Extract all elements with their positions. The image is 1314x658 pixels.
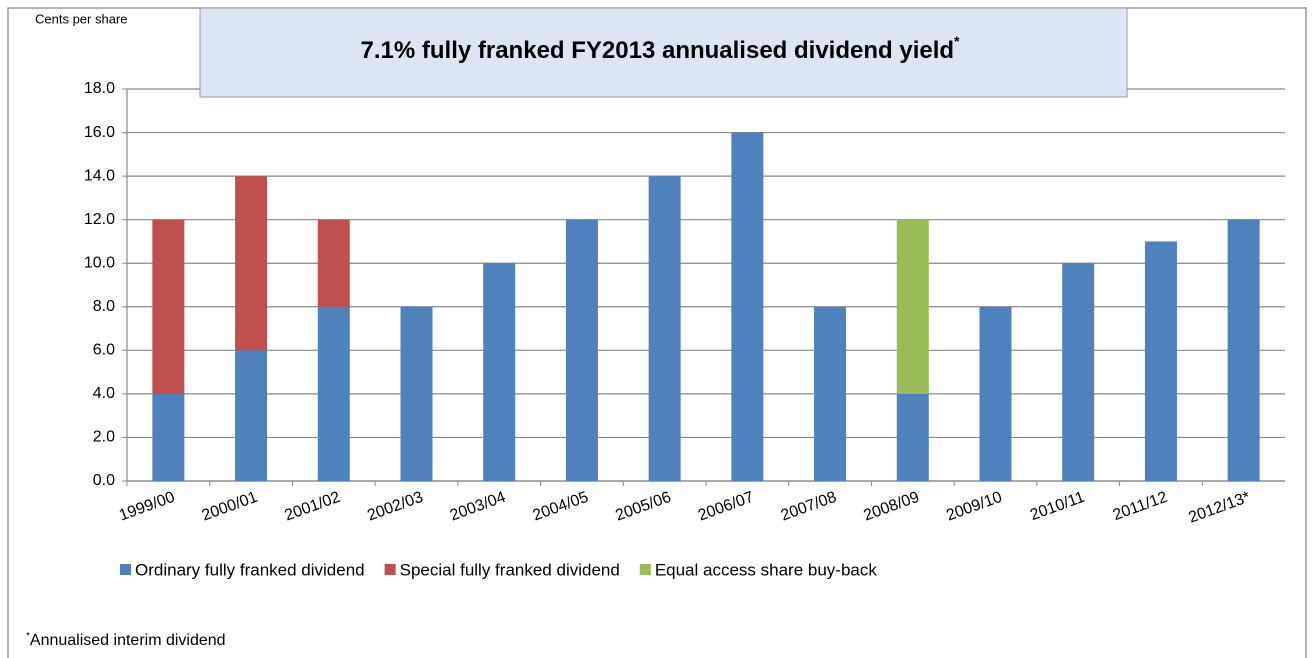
legend-label: Special fully franked dividend (400, 560, 620, 579)
y-axis-label: Cents per share (35, 11, 128, 26)
bar-segment (152, 393, 185, 481)
legend-swatch (120, 564, 131, 575)
bar-segment (235, 176, 268, 351)
y-tick-label: 4.0 (93, 385, 115, 402)
bar-segment (979, 306, 1012, 481)
x-tick-label: 2012/13* (1186, 489, 1252, 527)
legend-label: Equal access share buy-back (655, 560, 878, 579)
bar-segment (648, 176, 681, 481)
x-tick-label: 2007/08 (779, 489, 839, 525)
legend-swatch (639, 564, 651, 575)
bar-segment (565, 219, 598, 481)
x-tick-label: 2008/09 (861, 489, 921, 525)
x-tick-label: 2001/02 (282, 489, 342, 525)
bar-segment (317, 219, 350, 307)
y-tick-label: 14.0 (84, 167, 115, 184)
y-tick-label: 0.0 (93, 472, 115, 489)
bar-segment (1227, 219, 1260, 481)
x-tick-label: 2000/01 (200, 489, 260, 525)
y-tick-label: 10.0 (84, 254, 115, 271)
bar-segment (731, 132, 764, 482)
y-tick-label: 18.0 (84, 80, 115, 97)
footnote: *Annualised interim dividend (26, 631, 226, 650)
bar-segment (152, 219, 185, 394)
y-tick-label: 6.0 (93, 342, 115, 359)
x-tick-label: 2010/11 (1028, 489, 1087, 524)
x-tick-label: 1999/00 (117, 489, 177, 525)
bar-segment (896, 219, 929, 394)
x-tick-label: 2006/07 (696, 489, 756, 525)
bar-segment (1062, 263, 1095, 481)
bar-segment (1144, 241, 1177, 481)
bar-segment (483, 263, 516, 481)
y-tick-label: 16.0 (84, 124, 115, 141)
x-tick-label: 2004/05 (531, 489, 591, 525)
bar-segment (235, 350, 268, 481)
footnote-text: Annualised interim dividend (30, 632, 226, 649)
x-tick-label: 2011/12 (1111, 489, 1170, 524)
y-tick-label: 8.0 (93, 298, 115, 315)
footnote-marker: * (26, 631, 30, 642)
bar-segment (896, 393, 929, 481)
y-tick-label: 12.0 (84, 211, 115, 228)
chart-title: 7.1% fully franked FY2013 annualised div… (361, 33, 961, 65)
legend-label: Ordinary fully franked dividend (135, 560, 365, 579)
y-tick-label: 2.0 (93, 429, 115, 446)
title-marker: * (954, 33, 960, 49)
title-box (199, 7, 1128, 98)
x-tick-label: 2003/04 (448, 489, 508, 525)
bar-segment (400, 306, 433, 481)
x-tick-label: 2002/03 (365, 489, 425, 525)
title-text: 7.1% fully franked FY2013 annualised div… (361, 37, 955, 64)
bar-segment (814, 306, 847, 481)
legend-swatch (384, 564, 396, 575)
x-tick-label: 2005/06 (613, 489, 673, 525)
bar-segment (317, 306, 350, 481)
x-tick-label: 2009/10 (944, 489, 1004, 525)
